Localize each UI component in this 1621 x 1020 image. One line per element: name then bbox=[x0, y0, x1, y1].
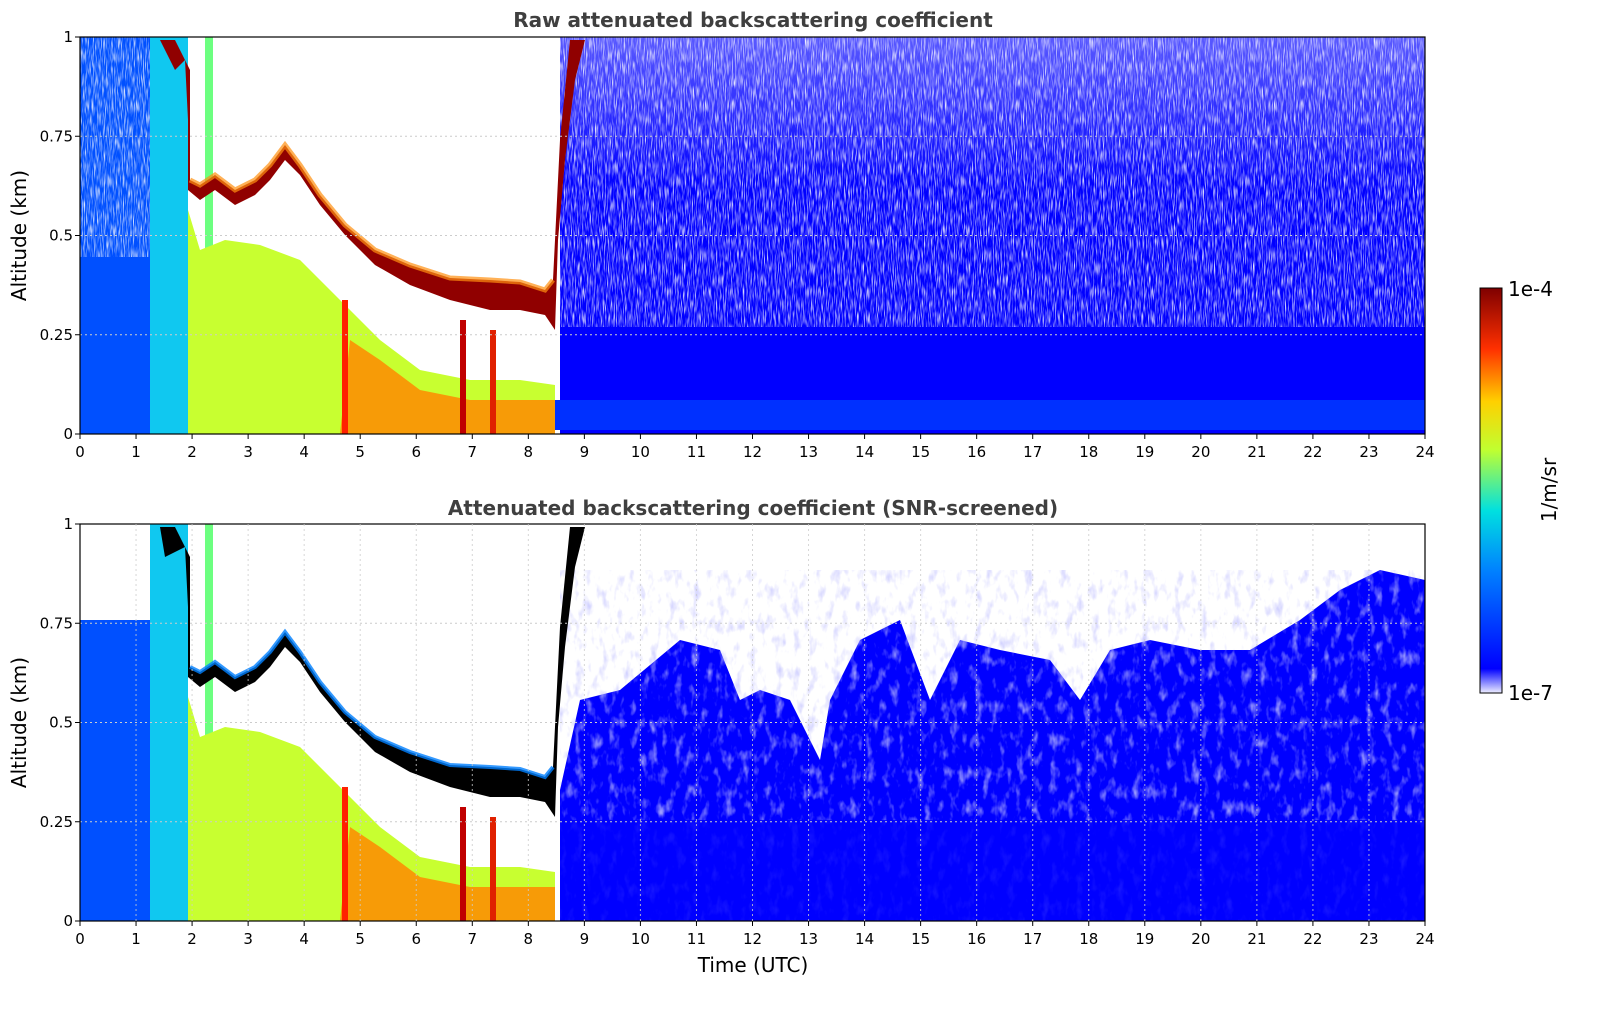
y-tick-label: 0.5 bbox=[49, 227, 73, 245]
x-tick-label: 14 bbox=[855, 930, 874, 948]
y-tick-label: 0.75 bbox=[40, 614, 73, 632]
x-tick-label: 11 bbox=[687, 930, 706, 948]
panel-raw-yticks: 0 0.25 0.5 0.75 1 bbox=[40, 28, 80, 443]
panel-screened-fog-drizzle-1 bbox=[342, 787, 348, 921]
x-tick-label: 7 bbox=[468, 443, 478, 461]
panel-screened-yticks: 0 0.25 0.5 0.75 1 bbox=[40, 515, 80, 930]
x-tick-label: 21 bbox=[1247, 930, 1266, 948]
panel-screened-fog-edge bbox=[189, 628, 555, 780]
panel-screened-aerosol-orange bbox=[340, 827, 555, 921]
x-tick-label: 20 bbox=[1191, 930, 1210, 948]
panel-screened-lower-fill bbox=[560, 820, 1425, 921]
x-tick-label: 22 bbox=[1303, 443, 1322, 461]
panel-raw-fog-drizzle-1 bbox=[342, 300, 348, 434]
x-tick-label: 8 bbox=[524, 443, 534, 461]
panel-screened-early-blue bbox=[80, 620, 150, 921]
x-tick-label: 9 bbox=[580, 443, 590, 461]
y-tick-label: 0.25 bbox=[40, 813, 73, 831]
x-tick-label: 1 bbox=[131, 443, 141, 461]
x-tick-label: 0 bbox=[75, 930, 85, 948]
y-tick-label: 0.5 bbox=[49, 714, 73, 732]
x-tick-label: 1 bbox=[131, 930, 141, 948]
panel-raw-aerosol-layer bbox=[188, 210, 555, 434]
x-tick-label: 11 bbox=[687, 443, 706, 461]
x-tick-label: 6 bbox=[411, 930, 421, 948]
x-tick-label: 6 bbox=[411, 443, 421, 461]
x-tick-label: 21 bbox=[1247, 443, 1266, 461]
x-tick-label: 10 bbox=[631, 930, 650, 948]
colorbar-units-label: 1/m/sr bbox=[1537, 457, 1561, 522]
x-tick-label: 12 bbox=[743, 930, 762, 948]
panel-screened-grid bbox=[80, 622, 1425, 823]
x-tick-label: 5 bbox=[355, 930, 365, 948]
x-tick-label: 17 bbox=[1023, 930, 1042, 948]
y-tick-label: 0 bbox=[63, 425, 73, 443]
x-tick-label: 8 bbox=[524, 930, 534, 948]
x-tick-label: 18 bbox=[1079, 443, 1098, 461]
panel-screened-title: Attenuated backscattering coefficient (S… bbox=[448, 496, 1058, 520]
panel-screened-fog-drizzle-3 bbox=[490, 817, 496, 921]
panel-raw-grid bbox=[80, 135, 1425, 336]
x-tick-label: 7 bbox=[468, 930, 478, 948]
panel-raw: Raw attenuated backscattering coefficien… bbox=[7, 8, 1435, 461]
x-tick-label: 23 bbox=[1359, 930, 1378, 948]
x-tick-label: 13 bbox=[799, 930, 818, 948]
panel-raw-fog-drizzle-3 bbox=[490, 330, 496, 434]
x-tick-label: 20 bbox=[1191, 443, 1210, 461]
x-tick-label: 17 bbox=[1023, 443, 1042, 461]
x-tick-label: 13 bbox=[799, 443, 818, 461]
colorbar: 1e-4 1e-7 1/m/sr bbox=[1479, 277, 1561, 705]
x-tick-label: 14 bbox=[855, 443, 874, 461]
x-tick-label: 16 bbox=[967, 443, 986, 461]
panel-raw-early-blue-noise bbox=[80, 37, 150, 257]
x-tick-label: 2 bbox=[187, 443, 197, 461]
colorbar-bottom-label: 1e-7 bbox=[1508, 681, 1553, 705]
panel-screened: Attenuated backscattering coefficient (S… bbox=[7, 496, 1435, 977]
x-tick-label: 12 bbox=[743, 443, 762, 461]
y-tick-label: 0.25 bbox=[40, 326, 73, 344]
panel-raw-cyan-column-2 bbox=[205, 37, 213, 434]
y-tick-label: 1 bbox=[63, 515, 73, 533]
x-tick-label: 4 bbox=[299, 930, 309, 948]
x-tick-label: 22 bbox=[1303, 930, 1322, 948]
panel-screened-fog-drizzle-2 bbox=[460, 807, 466, 921]
panel-screened-xticks: 0 1 2 3 4 5 6 7 8 9 10 11 12 13 14 15 16 17 18 19 20 21 22 23 24 bbox=[75, 524, 1435, 948]
x-tick-label: 10 bbox=[631, 443, 650, 461]
panel-raw-fog-drizzle-2 bbox=[460, 320, 466, 434]
panel-screened-cyan-column-2 bbox=[205, 524, 213, 921]
colorbar-top-label: 1e-4 bbox=[1508, 277, 1553, 301]
colorbar-gradient bbox=[1479, 287, 1503, 694]
x-tick-label: 18 bbox=[1079, 930, 1098, 948]
panel-raw-title: Raw attenuated backscattering coefficien… bbox=[513, 8, 993, 32]
x-tick-label: 19 bbox=[1135, 930, 1154, 948]
panel-raw-ylabel: Altitude (km) bbox=[7, 170, 31, 301]
x-tick-label: 2 bbox=[187, 930, 197, 948]
x-tick-label: 24 bbox=[1415, 443, 1434, 461]
x-tick-label: 9 bbox=[580, 930, 590, 948]
y-tick-label: 0 bbox=[63, 912, 73, 930]
y-tick-label: 1 bbox=[63, 28, 73, 46]
x-tick-label: 0 bbox=[75, 443, 85, 461]
x-tick-label: 5 bbox=[355, 443, 365, 461]
panel-raw-fog-edge bbox=[188, 140, 555, 293]
panel-screened-ylabel: Altitude (km) bbox=[7, 657, 31, 788]
x-tick-label: 3 bbox=[243, 930, 253, 948]
x-tick-label: 15 bbox=[911, 930, 930, 948]
panel-raw-xticks: 0 1 2 3 4 5 6 7 8 9 10 11 12 13 14 15 16 17 18 19 20 21 22 23 24 bbox=[75, 434, 1435, 461]
panel-screened-xlabel: Time (UTC) bbox=[697, 953, 809, 977]
x-tick-label: 24 bbox=[1415, 930, 1434, 948]
x-tick-label: 15 bbox=[911, 443, 930, 461]
panel-screened-aerosol-layer bbox=[188, 697, 555, 921]
x-tick-label: 3 bbox=[243, 443, 253, 461]
panel-raw-clear-air-fade bbox=[560, 37, 1425, 187]
x-tick-label: 23 bbox=[1359, 443, 1378, 461]
x-tick-label: 4 bbox=[299, 443, 309, 461]
panel-raw-aerosol-orange bbox=[340, 340, 555, 434]
x-tick-label: 16 bbox=[967, 930, 986, 948]
x-tick-label: 19 bbox=[1135, 443, 1154, 461]
y-tick-label: 0.75 bbox=[40, 127, 73, 145]
